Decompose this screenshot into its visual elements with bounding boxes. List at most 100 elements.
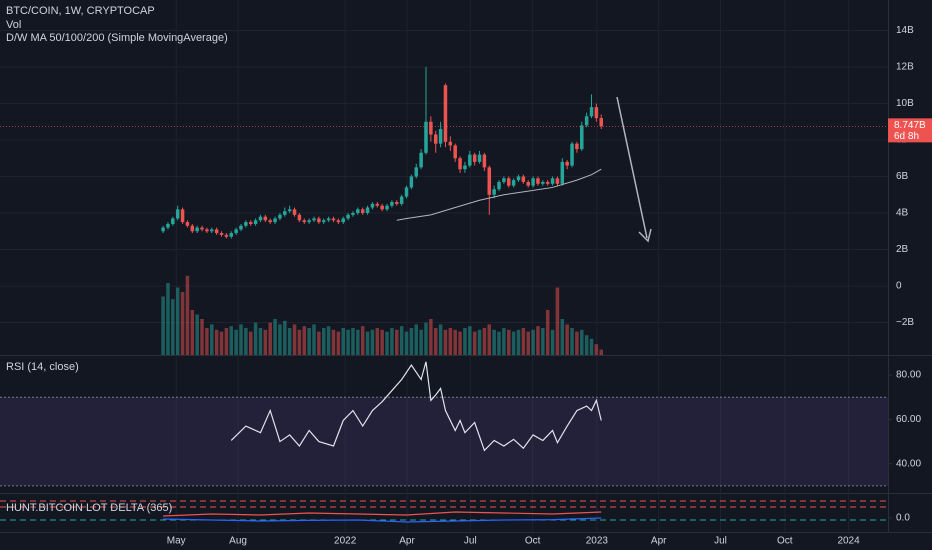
candle-body	[292, 209, 297, 215]
volume-bar	[482, 328, 487, 355]
candle-body	[341, 218, 345, 223]
volume-bar	[219, 331, 224, 355]
candle-body	[443, 85, 448, 142]
volume-bar	[438, 324, 443, 355]
volume-bar	[492, 329, 496, 355]
candle-body	[331, 218, 336, 221]
labels: BTC/COIN, 1W, CRYPTOCAP Vol D/W MA 50/10…	[6, 5, 932, 547]
candle-body	[404, 187, 409, 197]
volume-bar	[190, 310, 195, 355]
volume-bar	[317, 331, 321, 355]
candle-body	[594, 107, 599, 119]
volume-bar	[399, 326, 404, 355]
y-tick-label: 14B	[896, 25, 914, 36]
x-tick-label: Apr	[399, 536, 415, 547]
volume-bar	[175, 287, 180, 355]
moving-average	[396, 168, 602, 221]
candle-body	[526, 181, 530, 186]
candle-body	[516, 176, 521, 181]
candle-body	[424, 121, 428, 153]
volume-bar	[472, 331, 477, 355]
volume-bar	[263, 329, 268, 355]
marks	[0, 66, 888, 523]
candle-body	[589, 107, 594, 117]
x-tick-label: Oct	[525, 536, 541, 547]
candle-body	[463, 165, 467, 170]
candle-body	[395, 202, 399, 204]
volume-bar	[375, 328, 380, 355]
volume-bar	[161, 296, 165, 355]
candle-body	[258, 216, 263, 221]
volume-bar	[365, 331, 370, 355]
x-tick-label: Oct	[777, 536, 793, 547]
volume-bar	[506, 329, 511, 355]
candle-body	[536, 178, 540, 184]
candle-body	[419, 152, 423, 168]
candle-body	[200, 227, 204, 230]
candle-body	[356, 209, 360, 213]
volume-bar	[555, 287, 560, 355]
volume-bar	[336, 331, 341, 355]
volume-bar	[307, 328, 311, 355]
volume-bar	[424, 322, 428, 355]
candle-body	[521, 176, 526, 182]
volume-bar	[453, 329, 457, 355]
x-tick-label: 2024	[837, 536, 860, 547]
candle-body	[268, 220, 272, 223]
candle-body	[433, 134, 438, 144]
candle-body	[253, 220, 258, 224]
volume-bar	[395, 329, 399, 355]
candle-body	[502, 178, 506, 182]
volume-bar	[594, 344, 599, 355]
candle-body	[317, 218, 321, 223]
x-tick-label: Aug	[229, 536, 247, 547]
candle-body	[166, 223, 170, 228]
volume-bar	[244, 328, 248, 355]
candle-body	[575, 143, 579, 150]
candle-body	[453, 145, 457, 159]
candle-body	[565, 161, 569, 166]
y-tick-label: 0	[896, 281, 902, 292]
indicator-line	[163, 517, 602, 523]
candle-body	[180, 209, 185, 223]
volume-bar	[390, 328, 394, 355]
volume-bar	[234, 329, 238, 355]
volume-bar	[210, 324, 214, 355]
rsi-title: RSI (14, close)	[6, 361, 79, 373]
volume-bar	[580, 329, 584, 355]
candle-body	[482, 154, 487, 168]
volume-bar	[550, 329, 555, 355]
candle-body	[385, 205, 389, 210]
candle-body	[550, 178, 555, 184]
annotation-arrowhead	[638, 228, 652, 243]
volume-bar	[321, 328, 326, 355]
volume-bar	[268, 322, 272, 355]
volume-bar	[331, 329, 336, 355]
candle-body	[205, 229, 209, 232]
volume-bar	[560, 319, 565, 355]
x-tick-label: Apr	[651, 536, 667, 547]
y-tick-label: 80.00	[896, 370, 921, 381]
countdown-label: 6d 8h	[894, 131, 919, 142]
volume-bar	[575, 331, 579, 355]
candle-body	[506, 178, 511, 186]
volume-bar	[487, 324, 492, 355]
last-price-label: 8.747B	[894, 120, 926, 131]
volume-bar	[409, 328, 414, 355]
volume-bar	[443, 329, 448, 355]
volume-bar	[536, 326, 540, 355]
candle-body	[195, 227, 199, 232]
volume-bar	[404, 331, 409, 355]
x-tick-label: May	[167, 536, 186, 547]
candle-body	[302, 220, 307, 223]
volume-bar	[287, 328, 292, 355]
indicator-line	[163, 511, 602, 517]
candle-body	[472, 154, 477, 162]
candle-body	[429, 121, 433, 135]
candle-body	[390, 202, 394, 206]
volume-bar	[302, 326, 307, 355]
delta-title: HUNT.BITCOIN LOT DELTA (365)	[6, 502, 172, 514]
candle-body	[360, 209, 365, 213]
volume-bar	[224, 328, 229, 355]
